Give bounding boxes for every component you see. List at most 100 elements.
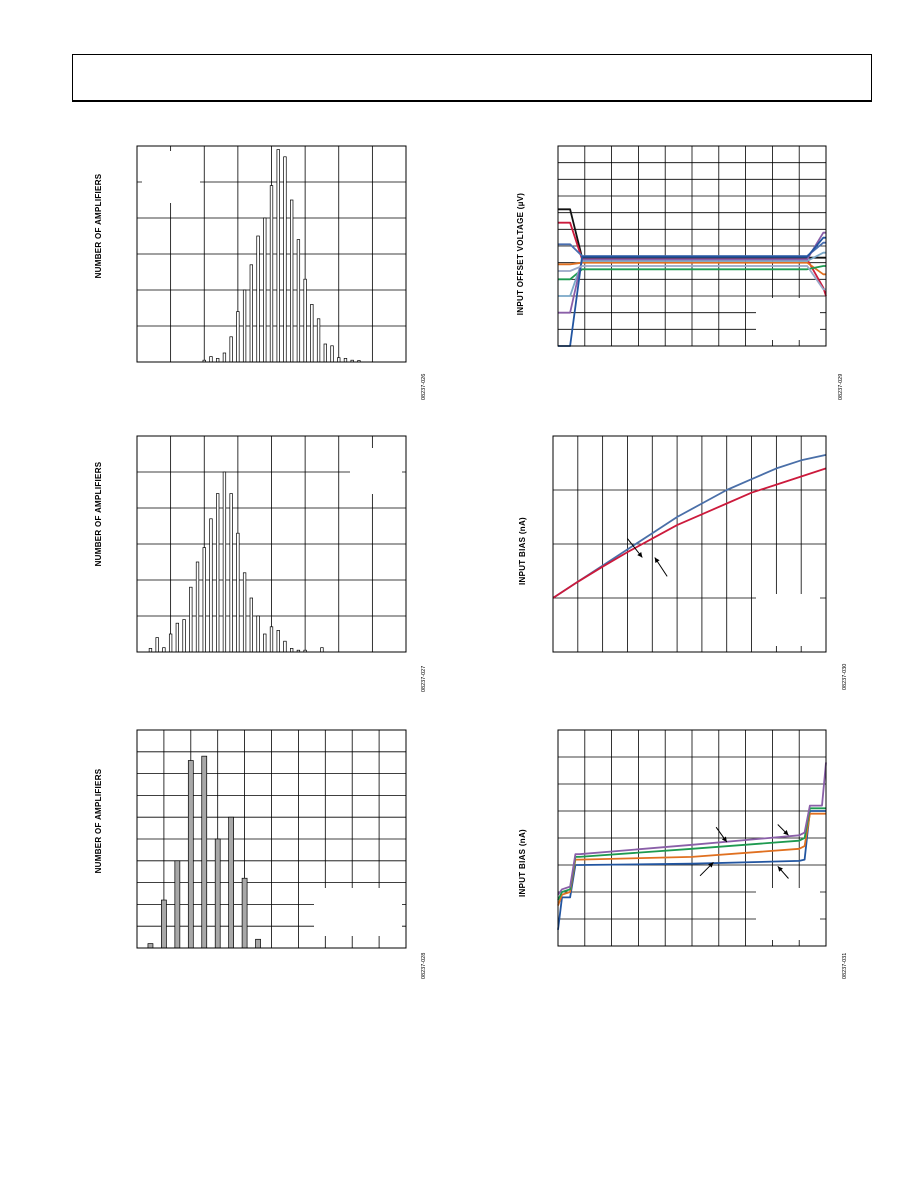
- histogram-bar: [343, 358, 348, 363]
- histogram-bar: [174, 860, 181, 949]
- chart-histogram-3: NUMBER OF AMPLIFIERS 08237-028: [80, 727, 440, 987]
- histogram-bar: [228, 816, 234, 949]
- histogram-bar: [276, 630, 280, 653]
- histogram-bar: [242, 572, 247, 653]
- series-line: [558, 208, 826, 259]
- histogram-bar: [222, 471, 227, 653]
- legend-box: [756, 298, 820, 340]
- histogram-bar: [256, 615, 260, 653]
- histogram-bar: [202, 547, 206, 653]
- plot-frame: [557, 729, 827, 947]
- chart-plot-area: [136, 145, 407, 363]
- histogram-bar: [283, 640, 287, 653]
- histogram-bar: [323, 343, 327, 363]
- figure-id: 08237-031: [842, 952, 848, 979]
- histogram-bar: [249, 597, 253, 653]
- histogram-bar: [189, 586, 193, 653]
- histogram-bar: [249, 264, 253, 363]
- series-line: [557, 807, 826, 901]
- histogram-bar: [175, 622, 180, 653]
- arrow-head: [783, 829, 789, 836]
- arrow-head: [777, 866, 783, 872]
- histogram-bar: [222, 352, 227, 363]
- histogram-bar: [320, 647, 324, 653]
- figure-id: 08237-026: [421, 373, 427, 400]
- arrow-head: [654, 557, 660, 564]
- histogram-bar: [216, 358, 220, 363]
- histogram-bar: [337, 357, 341, 363]
- histogram-bar: [310, 304, 314, 363]
- chart-histogram-2: NUMBER OF AMPLIFIERS 08237-027: [80, 430, 440, 692]
- histogram-bar: [216, 493, 220, 653]
- histogram-bar: [209, 518, 213, 653]
- histogram-bar: [155, 637, 159, 653]
- histogram-bar: [242, 289, 247, 363]
- series-line: [552, 454, 827, 599]
- histogram-bar: [236, 532, 240, 653]
- histogram-bar: [256, 235, 260, 363]
- legend-box: [756, 888, 820, 940]
- chart-histogram-1: NUMBER OF AMPLIFIERS 08237-026: [80, 140, 440, 400]
- legend-box: [314, 888, 402, 936]
- histogram-bar: [187, 760, 194, 949]
- histogram-bar: [303, 278, 307, 363]
- series-line: [557, 810, 826, 930]
- histogram-bar: [162, 647, 166, 653]
- series-line: [557, 812, 826, 906]
- arrow-head: [708, 862, 714, 868]
- histogram-bar: [229, 493, 233, 653]
- plot-frame: [136, 145, 407, 363]
- legend-box: [350, 448, 402, 494]
- histogram-bar: [209, 356, 213, 363]
- series-line: [552, 467, 827, 599]
- legend-box: [142, 151, 200, 203]
- histogram-bar: [236, 311, 240, 363]
- chart-plot-area: [557, 729, 827, 947]
- histogram-bar: [147, 943, 154, 949]
- figure-id: 08237-029: [838, 373, 844, 400]
- series-line: [558, 236, 826, 347]
- legend-box: [756, 594, 820, 646]
- histogram-bar: [263, 633, 267, 653]
- histogram-bar: [290, 648, 294, 653]
- plot-frame: [136, 729, 407, 949]
- histogram-bar: [241, 877, 248, 949]
- figure-id: 08237-030: [842, 663, 848, 690]
- histogram-bar: [182, 619, 186, 653]
- histogram-bar: [263, 217, 267, 363]
- histogram-bar: [290, 199, 294, 363]
- histogram-bar: [269, 185, 274, 363]
- chart-plot-area: [136, 729, 407, 949]
- plot-frame: [557, 145, 827, 347]
- chart-offset-voltage: INPUT OFFSET VOLTAGE (µV) 08237-029: [500, 140, 860, 400]
- histogram-bar: [276, 149, 280, 363]
- histogram-bar: [316, 318, 321, 363]
- histogram-bar: [214, 838, 221, 949]
- histogram-bar: [296, 239, 301, 363]
- histogram-bar: [168, 633, 173, 653]
- series-line: [557, 762, 827, 896]
- series-line: [558, 261, 826, 276]
- figure-id: 08237-028: [421, 952, 427, 979]
- histogram-bar: [330, 345, 334, 363]
- page-header-box: [72, 54, 872, 102]
- chart-input-bias-2: INPUT BIAS (nA) 08237-031: [500, 727, 860, 987]
- histogram-bar: [255, 938, 261, 949]
- chart-input-bias-1: INPUT BIAS (nA) 08237-030: [500, 430, 860, 690]
- histogram-bar: [195, 561, 200, 653]
- histogram-bar: [269, 626, 274, 653]
- chart-plot-area: [557, 145, 827, 347]
- series-line: [558, 265, 826, 291]
- histogram-bar: [201, 755, 208, 949]
- arrow-head: [721, 836, 727, 843]
- histogram-bar: [229, 336, 233, 363]
- figure-id: 08237-027: [421, 665, 427, 692]
- chart-plot-area: [136, 435, 407, 653]
- chart-plot-area: [552, 435, 827, 653]
- arrow-head: [637, 552, 643, 558]
- histogram-bar: [148, 648, 153, 653]
- histogram-bar: [161, 899, 167, 949]
- histogram-bar: [283, 156, 287, 363]
- plot-frame: [552, 435, 827, 653]
- plot-frame: [136, 435, 407, 653]
